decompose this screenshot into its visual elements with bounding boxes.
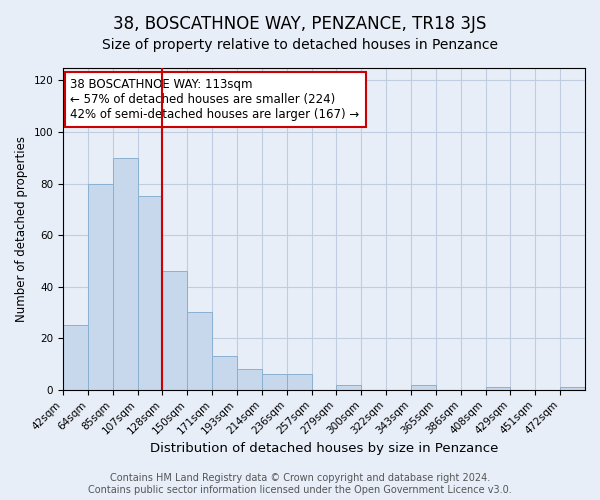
Text: 38 BOSCATHNOE WAY: 113sqm
← 57% of detached houses are smaller (224)
42% of semi: 38 BOSCATHNOE WAY: 113sqm ← 57% of detac… bbox=[70, 78, 360, 121]
Bar bbox=[187, 312, 212, 390]
Bar bbox=[212, 356, 237, 390]
X-axis label: Distribution of detached houses by size in Penzance: Distribution of detached houses by size … bbox=[150, 442, 498, 455]
Text: Contains HM Land Registry data © Crown copyright and database right 2024.
Contai: Contains HM Land Registry data © Crown c… bbox=[88, 474, 512, 495]
Bar bbox=[485, 388, 511, 390]
Bar bbox=[287, 374, 311, 390]
Bar bbox=[337, 384, 361, 390]
Bar bbox=[560, 388, 585, 390]
Bar bbox=[88, 184, 113, 390]
Text: Size of property relative to detached houses in Penzance: Size of property relative to detached ho… bbox=[102, 38, 498, 52]
Bar bbox=[137, 196, 163, 390]
Bar bbox=[237, 369, 262, 390]
Bar bbox=[113, 158, 137, 390]
Bar bbox=[163, 271, 187, 390]
Bar bbox=[63, 326, 88, 390]
Bar bbox=[411, 384, 436, 390]
Y-axis label: Number of detached properties: Number of detached properties bbox=[15, 136, 28, 322]
Bar bbox=[262, 374, 287, 390]
Text: 38, BOSCATHNOE WAY, PENZANCE, TR18 3JS: 38, BOSCATHNOE WAY, PENZANCE, TR18 3JS bbox=[113, 15, 487, 33]
